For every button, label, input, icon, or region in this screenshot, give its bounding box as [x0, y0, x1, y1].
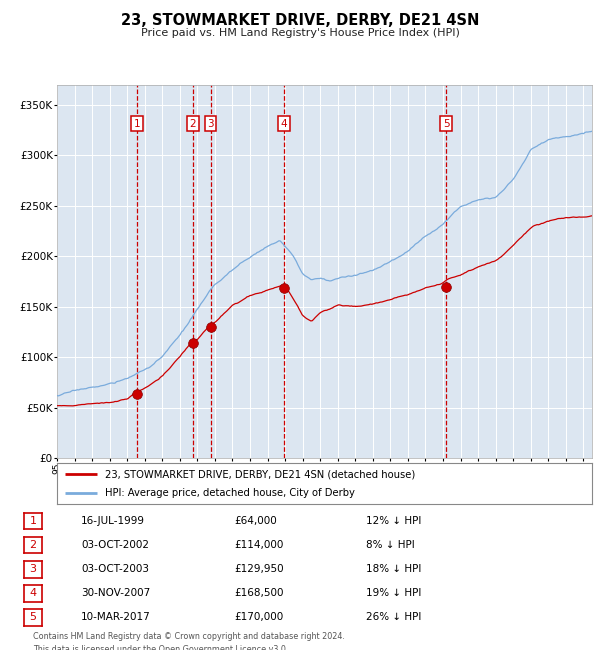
Text: 5: 5: [443, 119, 449, 129]
Text: 2: 2: [29, 540, 37, 550]
Text: 03-OCT-2003: 03-OCT-2003: [81, 564, 149, 574]
Text: 4: 4: [29, 588, 37, 598]
Text: 10-MAR-2017: 10-MAR-2017: [81, 612, 151, 622]
Text: £129,950: £129,950: [234, 564, 284, 574]
Text: £170,000: £170,000: [234, 612, 283, 622]
Text: 3: 3: [29, 564, 37, 574]
Text: 4: 4: [280, 119, 287, 129]
Text: Contains HM Land Registry data © Crown copyright and database right 2024.: Contains HM Land Registry data © Crown c…: [33, 632, 345, 642]
Text: Price paid vs. HM Land Registry's House Price Index (HPI): Price paid vs. HM Land Registry's House …: [140, 28, 460, 38]
Text: 18% ↓ HPI: 18% ↓ HPI: [366, 564, 421, 574]
Text: 16-JUL-1999: 16-JUL-1999: [81, 516, 145, 526]
Text: 23, STOWMARKET DRIVE, DERBY, DE21 4SN: 23, STOWMARKET DRIVE, DERBY, DE21 4SN: [121, 13, 479, 28]
Text: £64,000: £64,000: [234, 516, 277, 526]
Text: 19% ↓ HPI: 19% ↓ HPI: [366, 588, 421, 598]
Text: 1: 1: [133, 119, 140, 129]
Text: 03-OCT-2002: 03-OCT-2002: [81, 540, 149, 550]
Text: 23, STOWMARKET DRIVE, DERBY, DE21 4SN (detached house): 23, STOWMARKET DRIVE, DERBY, DE21 4SN (d…: [105, 469, 415, 479]
Text: 5: 5: [29, 612, 37, 622]
Text: 1: 1: [29, 516, 37, 526]
Text: £114,000: £114,000: [234, 540, 283, 550]
Text: 26% ↓ HPI: 26% ↓ HPI: [366, 612, 421, 622]
Text: 2: 2: [190, 119, 196, 129]
Text: This data is licensed under the Open Government Licence v3.0.: This data is licensed under the Open Gov…: [33, 645, 289, 650]
Text: 12% ↓ HPI: 12% ↓ HPI: [366, 516, 421, 526]
Text: 8% ↓ HPI: 8% ↓ HPI: [366, 540, 415, 550]
Text: 30-NOV-2007: 30-NOV-2007: [81, 588, 150, 598]
Text: HPI: Average price, detached house, City of Derby: HPI: Average price, detached house, City…: [105, 488, 355, 498]
Text: £168,500: £168,500: [234, 588, 284, 598]
Text: 3: 3: [207, 119, 214, 129]
